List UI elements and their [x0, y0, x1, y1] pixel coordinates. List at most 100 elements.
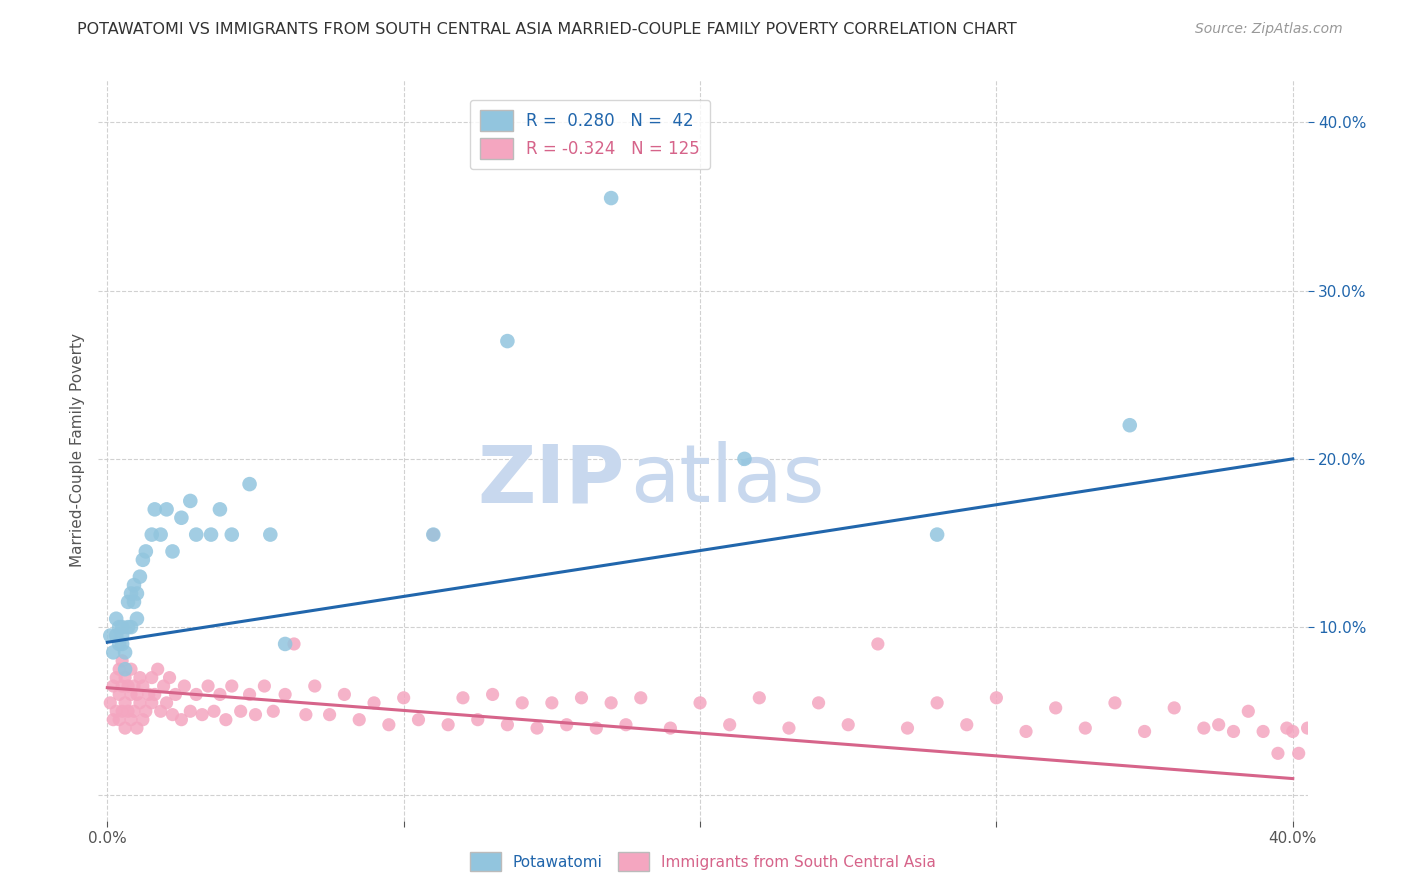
Point: [141, 671, 163, 685]
Point: [114, 645, 136, 659]
Point: [1267, 747, 1289, 761]
Point: [111, 704, 134, 718]
Point: [111, 628, 134, 642]
Point: [108, 688, 131, 702]
Point: [422, 527, 444, 541]
Point: [114, 721, 136, 735]
Point: [274, 688, 297, 702]
Point: [170, 713, 193, 727]
Point: [98, 696, 121, 710]
Point: [108, 713, 131, 727]
Point: [778, 721, 800, 735]
Point: [114, 696, 136, 710]
Point: [239, 477, 262, 491]
Point: [1208, 717, 1230, 731]
Point: [451, 690, 474, 705]
Point: [1355, 713, 1378, 727]
Point: [98, 628, 121, 642]
Point: [1317, 747, 1340, 761]
Point: [734, 451, 756, 466]
Point: [571, 690, 593, 705]
Point: [262, 704, 284, 718]
Point: [1305, 741, 1327, 756]
Point: [179, 704, 201, 718]
Point: [392, 690, 415, 705]
Point: [132, 679, 155, 693]
Point: [191, 707, 214, 722]
Point: [1251, 724, 1274, 739]
Point: [896, 721, 918, 735]
Point: [108, 637, 131, 651]
Point: [807, 696, 830, 710]
Point: [718, 717, 741, 731]
Point: [585, 721, 607, 735]
Point: [689, 696, 711, 710]
Point: [1296, 721, 1319, 735]
Point: [200, 527, 222, 541]
Point: [614, 717, 637, 731]
Point: [120, 688, 142, 702]
Point: [1104, 696, 1126, 710]
Point: [149, 527, 172, 541]
Point: [122, 679, 145, 693]
Text: Source: ZipAtlas.com: Source: ZipAtlas.com: [1195, 22, 1343, 37]
Point: [1334, 741, 1357, 756]
Point: [259, 527, 281, 541]
Point: [600, 191, 623, 205]
Point: [748, 690, 770, 705]
Point: [363, 696, 385, 710]
Point: [186, 527, 208, 541]
Point: [1376, 747, 1399, 761]
Point: [496, 334, 519, 348]
Point: [146, 662, 169, 676]
Point: [129, 569, 152, 583]
Point: [114, 671, 136, 685]
Point: [141, 527, 163, 541]
Text: POTAWATOMI VS IMMIGRANTS FROM SOUTH CENTRAL ASIA MARRIED-COUPLE FAMILY POVERTY C: POTAWATOMI VS IMMIGRANTS FROM SOUTH CENT…: [77, 22, 1017, 37]
Point: [239, 688, 262, 702]
Point: [1045, 701, 1067, 715]
Point: [149, 704, 172, 718]
Point: [103, 679, 125, 693]
Point: [555, 717, 578, 731]
Point: [229, 704, 252, 718]
Point: [1281, 724, 1303, 739]
Point: [162, 707, 184, 722]
Point: [1074, 721, 1097, 735]
Point: [117, 679, 139, 693]
Point: [105, 671, 128, 685]
Point: [143, 688, 166, 702]
Point: [122, 578, 145, 592]
Point: [526, 721, 548, 735]
Point: [114, 662, 136, 676]
Point: [245, 707, 267, 722]
Point: [197, 679, 219, 693]
Point: [186, 688, 208, 702]
Point: [105, 612, 128, 626]
Point: [125, 721, 148, 735]
Point: [1400, 724, 1406, 739]
Point: [437, 717, 460, 731]
Point: [120, 713, 142, 727]
Point: [1341, 724, 1364, 739]
Point: [630, 690, 652, 705]
Point: [1275, 721, 1298, 735]
Point: [105, 628, 128, 642]
Point: [1222, 724, 1244, 739]
Point: [215, 713, 238, 727]
Point: [1385, 721, 1406, 735]
Point: [866, 637, 889, 651]
Point: [129, 696, 152, 710]
Point: [117, 704, 139, 718]
Point: [1237, 704, 1260, 718]
Point: [155, 696, 177, 710]
Point: [152, 679, 174, 693]
Point: [208, 502, 231, 516]
Point: [125, 586, 148, 600]
Point: [659, 721, 682, 735]
Point: [108, 662, 131, 676]
Point: [117, 595, 139, 609]
Point: [274, 637, 297, 651]
Point: [165, 688, 187, 702]
Point: [103, 713, 125, 727]
